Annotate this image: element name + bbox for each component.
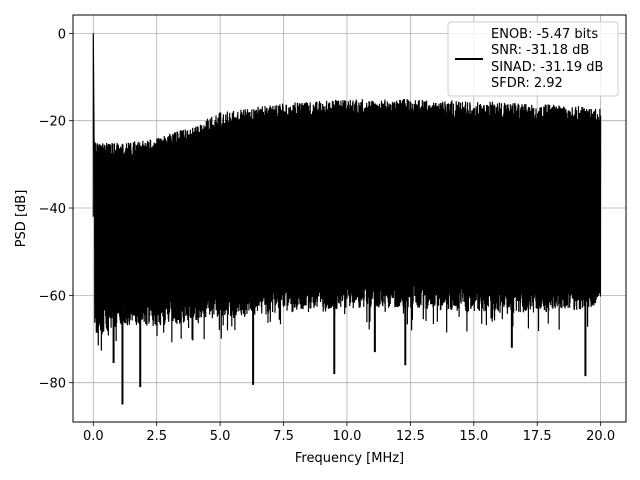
x-tick-label: 10.0 bbox=[332, 429, 361, 444]
x-tick-label: 12.5 bbox=[396, 429, 425, 444]
legend-snr: SNR: -31.18 dB bbox=[491, 43, 589, 58]
psd-trace bbox=[92, 33, 602, 351]
x-axis-ticks: 0.0 2.5 5.0 7.5 10.0 12.5 15.0 17.5 20.0 bbox=[83, 422, 615, 444]
psd-series bbox=[92, 33, 602, 405]
x-tick-label: 0.0 bbox=[83, 429, 104, 444]
x-tick-label: 15.0 bbox=[459, 429, 488, 444]
plot-frame bbox=[72, 14, 627, 423]
y-axis-ticks: 0 −20 −40 −60 −80 bbox=[39, 27, 73, 392]
legend-sinad: SINAD: -31.19 dB bbox=[491, 60, 603, 75]
x-tick-label: 17.5 bbox=[523, 429, 552, 444]
y-tick-label: 0 bbox=[58, 27, 66, 42]
y-tick-label: −40 bbox=[39, 202, 66, 217]
legend-sfdr: SFDR: 2.92 bbox=[491, 76, 563, 91]
x-axis-label: Frequency [MHz] bbox=[295, 451, 404, 466]
x-tick-label: 2.5 bbox=[146, 429, 167, 444]
x-tick-label: 7.5 bbox=[273, 429, 294, 444]
y-tick-label: −80 bbox=[39, 377, 66, 392]
legend-enob: ENOB: -5.47 bits bbox=[491, 27, 598, 42]
y-tick-label: −60 bbox=[39, 289, 66, 304]
legend-box bbox=[447, 21, 619, 97]
y-axis-label: PSD [dB] bbox=[14, 190, 29, 248]
x-tick-label: 20.0 bbox=[586, 429, 615, 444]
x-tick-label: 5.0 bbox=[210, 429, 231, 444]
y-tick-label: −20 bbox=[39, 115, 66, 130]
legend: ENOB: -5.47 bits SNR: -31.18 dB SINAD: -… bbox=[447, 21, 619, 97]
